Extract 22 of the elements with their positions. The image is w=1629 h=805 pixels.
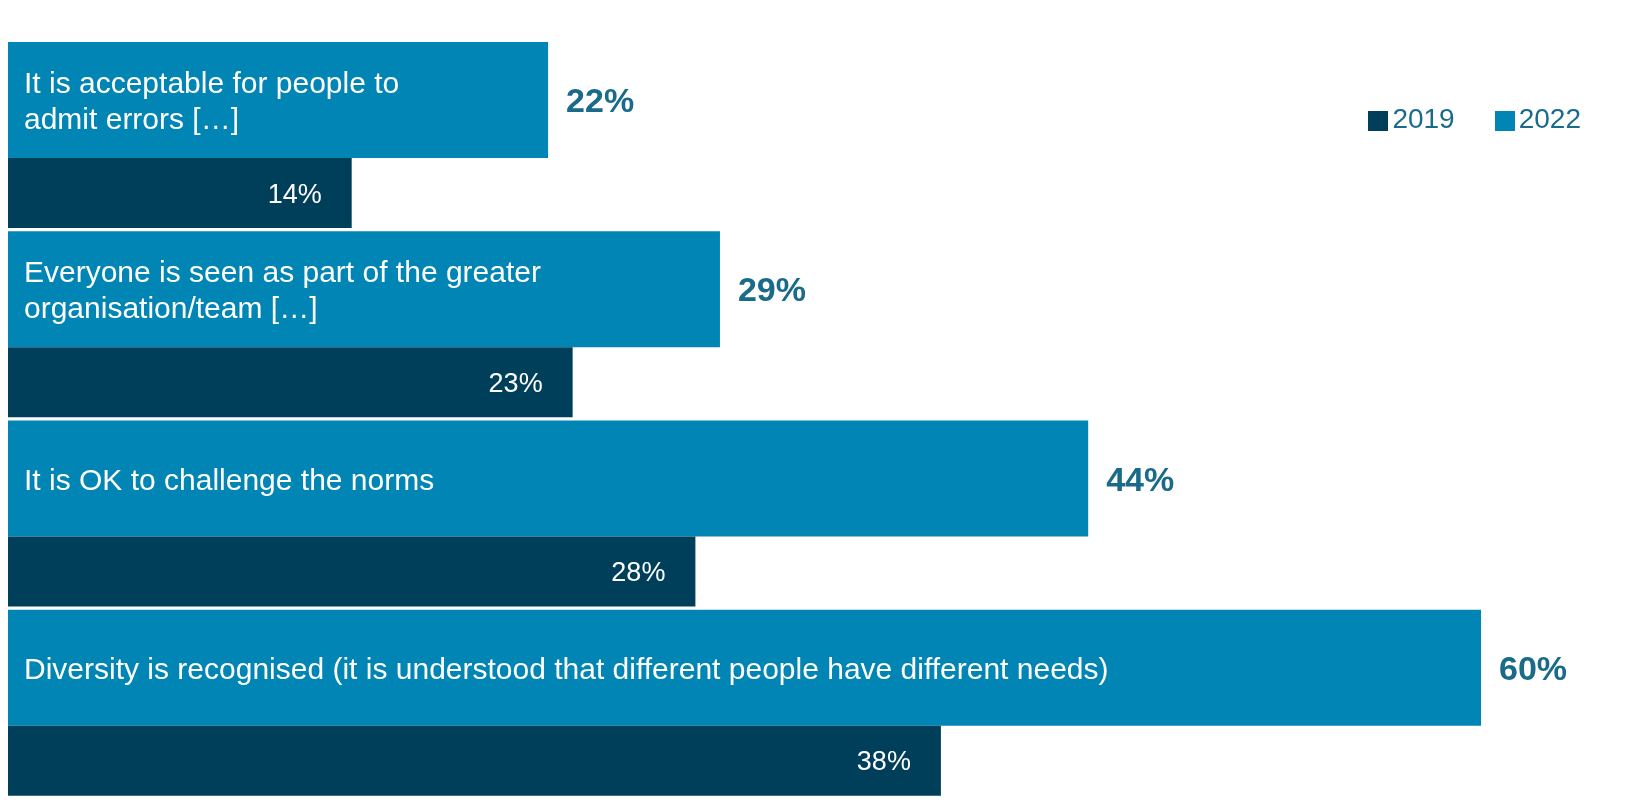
- data-label: 22%: [566, 81, 635, 120]
- bar: [8, 42, 549, 158]
- data-label: 28%: [611, 557, 666, 588]
- data-label: 60%: [1499, 648, 1568, 687]
- y-tick-label: Everyone is seen as part of the greater organisation/team […]: [24, 254, 541, 324]
- bar: [8, 158, 352, 228]
- legend-label: 2019: [1392, 103, 1455, 134]
- bar: [8, 536, 696, 607]
- data-label: 38%: [856, 746, 911, 777]
- data-label: 29%: [737, 270, 807, 309]
- y-tick-label: It is OK to challenge the norms: [24, 462, 435, 495]
- y-tick-label: Diversity is recognised (it is understood that different people have different needs): [24, 651, 1109, 685]
- y-tick-label: It is acceptable for people to admit errors […]: [24, 65, 400, 135]
- bar: [8, 231, 720, 348]
- data-label: 44%: [1106, 459, 1175, 498]
- bar: [8, 420, 1089, 537]
- bar: [8, 725, 941, 796]
- bar: [8, 347, 573, 418]
- legend-label: 2022: [1518, 103, 1581, 134]
- bar: [8, 609, 1481, 726]
- data-label: 14%: [267, 178, 322, 209]
- data-label: 23%: [488, 367, 543, 398]
